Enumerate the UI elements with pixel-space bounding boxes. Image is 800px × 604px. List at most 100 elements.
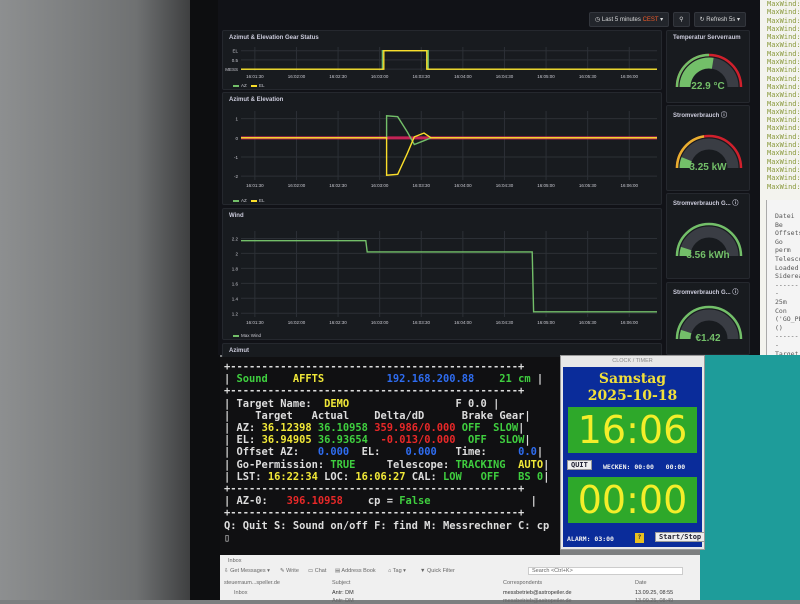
x-tick-label: 16:03:30 bbox=[413, 320, 431, 325]
log-line: MaxWind: bbox=[767, 82, 800, 91]
gauge-panel: Stromverbrauch ⓘ 3.25 kW bbox=[666, 105, 750, 191]
wecken-time-1[interactable]: 00:00 bbox=[634, 463, 654, 471]
telescope-terminal[interactable]: +---------------------------------------… bbox=[220, 357, 560, 555]
gauge-panel: Temperatur Serverraum 22.9 °C bbox=[666, 30, 750, 103]
legend-label: AZ bbox=[241, 198, 247, 203]
chart-svg: 16:01:30 16:02:00 16:02:30 16:03:00 16:03:30… bbox=[225, 47, 657, 88]
start-stop-button[interactable]: Start/Stop bbox=[655, 532, 706, 542]
x-tick-label: 16:03:00 bbox=[371, 183, 389, 188]
chart-svg: 16:01:30 16:02:00 16:02:30 16:03:00 16:03:30… bbox=[232, 231, 657, 338]
x-tick-label: 16:01:30 bbox=[246, 183, 264, 188]
gauge-fill bbox=[679, 246, 692, 257]
background-wall bbox=[0, 0, 195, 600]
gauge-fill bbox=[679, 157, 692, 169]
account-folder[interactable]: steuerraum...speller.de bbox=[224, 580, 280, 586]
x-tick-label: 16:03:00 bbox=[371, 320, 389, 325]
log-line: Offsets bbox=[775, 229, 800, 238]
log-line: MaxWind: bbox=[767, 41, 800, 50]
legend-label: EL bbox=[259, 83, 265, 88]
legend-swatch bbox=[233, 335, 239, 337]
quit-button[interactable]: QUIT bbox=[567, 460, 592, 470]
x-tick-label: 16:02:00 bbox=[288, 320, 306, 325]
legend-swatch bbox=[251, 200, 257, 202]
mail-row[interactable]: Antr: DM messbetrieb@astropeiler.de 13.09.… bbox=[332, 598, 674, 604]
y-tick-label: 0 bbox=[235, 136, 238, 141]
log-line: MaxWind: bbox=[767, 0, 800, 8]
y-tick-label: 2 bbox=[235, 251, 238, 256]
x-tick-label: 16:03:00 bbox=[371, 74, 389, 79]
wecken-time-2[interactable]: 00:00 bbox=[665, 463, 686, 471]
log-line: MaxWind: bbox=[767, 165, 800, 174]
log-line: MaxWind: bbox=[767, 132, 800, 141]
log-line: MaxWind: bbox=[767, 91, 800, 100]
log-line: Loaded bbox=[775, 263, 799, 272]
legend-label: AZ bbox=[241, 83, 247, 88]
log-line: MaxWind: bbox=[767, 107, 800, 116]
y-tick-label: MESS bbox=[225, 67, 238, 72]
log-line: MaxWind: bbox=[767, 33, 800, 42]
tag-button[interactable]: ⌂ Tag ▾ bbox=[388, 568, 406, 574]
y-tick-label: 1.2 bbox=[232, 311, 239, 316]
help-icon[interactable]: ? bbox=[635, 533, 644, 543]
x-tick-label: 16:04:00 bbox=[454, 183, 472, 188]
weekday: Samstag bbox=[598, 371, 667, 387]
search-input[interactable]: Search <Ctrl+K> bbox=[528, 567, 683, 575]
log-line: MaxWind: bbox=[767, 74, 800, 83]
log-line: ------- bbox=[775, 332, 799, 349]
refresh-button[interactable]: ↻ Refresh 5s ▾ bbox=[693, 12, 746, 27]
legend-label: EL bbox=[259, 198, 265, 203]
chat-button[interactable]: ▭ Chat bbox=[308, 568, 327, 574]
zoom-out-button[interactable]: ⚲ bbox=[673, 12, 690, 27]
legend-swatch bbox=[233, 85, 239, 87]
gauge-panel: Stromverbrauch G... ⓘ €1.42 bbox=[666, 282, 750, 355]
gauge-value: 3.56 kWh bbox=[686, 250, 730, 261]
window-title: CLOCK / TIMER bbox=[612, 358, 653, 364]
address-book-button[interactable]: ▤ Address Book bbox=[335, 568, 376, 574]
gauge-value: 3.25 kW bbox=[689, 162, 727, 173]
series-line-el bbox=[241, 50, 657, 70]
log-line: ('GO_PE bbox=[775, 315, 800, 324]
y-tick-label: -1 bbox=[234, 155, 238, 160]
y-tick-label: -2 bbox=[234, 174, 238, 179]
log-line: Siderea bbox=[775, 272, 800, 281]
x-tick-label: 16:04:30 bbox=[496, 320, 514, 325]
gauge-arc bbox=[675, 305, 743, 340]
gauge-arc bbox=[675, 53, 743, 88]
help-line: Q: Quit S: Sound on/off F: find M: Messr… bbox=[224, 519, 550, 532]
mail-row[interactable]: Antr: DM messbetrieb@astropeiler.de 13.09.… bbox=[332, 590, 674, 596]
gauge-title: Stromverbrauch G... ⓘ bbox=[673, 201, 739, 207]
legend-swatch bbox=[233, 200, 239, 202]
gauge-value: €1.42 bbox=[695, 333, 721, 344]
grafana-dashboard: ◷ Last 5 minutes CEST ▾ ⚲ ↻ Refresh 5s ▾… bbox=[218, 0, 760, 363]
log-line: () bbox=[775, 323, 783, 332]
gauge-fill bbox=[679, 329, 692, 340]
x-tick-label: 16:03:30 bbox=[413, 74, 431, 79]
y-tick-label: 1.4 bbox=[232, 296, 239, 301]
desktop-background bbox=[700, 355, 800, 600]
inbox-folder[interactable]: Inbox bbox=[234, 590, 248, 596]
quick-filter-button[interactable]: ▼ Quick Filter bbox=[420, 568, 455, 574]
log-line: MaxWind: bbox=[767, 174, 800, 183]
x-tick-label: 16:06:00 bbox=[621, 74, 639, 79]
log-line: MaxWind: bbox=[767, 141, 800, 150]
log-line: MaxWind: bbox=[767, 116, 800, 125]
gear-status-panel: Azimut & Elevation Gear Status 16:01:30 16… bbox=[222, 30, 662, 90]
time-range-picker[interactable]: ◷ Last 5 minutes CEST ▾ bbox=[588, 12, 670, 27]
clock-timer-window: CLOCK / TIMER Samstag 2025-10-18 16:06 Q… bbox=[560, 355, 706, 550]
mail-client: Inbox ⇩ Get Messages ▾ ✎ Write ▭ Chat ▤ … bbox=[220, 555, 700, 604]
y-tick-label: EL bbox=[232, 49, 238, 54]
current-time: 16:06 bbox=[568, 407, 697, 453]
gauge-fill bbox=[679, 57, 714, 88]
x-tick-label: 16:05:30 bbox=[579, 320, 597, 325]
series-line-el bbox=[241, 132, 657, 176]
x-tick-label: 16:02:00 bbox=[288, 183, 306, 188]
log-line: MaxWind: bbox=[767, 8, 800, 17]
log-line: 25m Con bbox=[775, 297, 787, 315]
get-messages-button[interactable]: ⇩ Get Messages ▾ bbox=[224, 568, 270, 574]
log-line: MaxWind: bbox=[767, 58, 800, 67]
log-line: MaxWind: bbox=[767, 182, 800, 191]
x-tick-label: 16:02:00 bbox=[288, 74, 306, 79]
write-button[interactable]: ✎ Write bbox=[280, 568, 299, 574]
log-line: MaxWind: bbox=[767, 16, 800, 25]
gauge-arc bbox=[675, 222, 743, 257]
